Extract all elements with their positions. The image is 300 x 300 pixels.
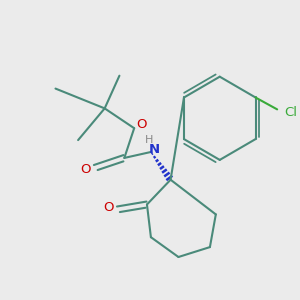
Text: Cl: Cl <box>284 106 297 119</box>
Text: N: N <box>148 142 159 155</box>
Text: O: O <box>81 163 91 176</box>
Text: H: H <box>145 135 153 145</box>
Text: O: O <box>136 118 146 131</box>
Text: O: O <box>103 201 114 214</box>
